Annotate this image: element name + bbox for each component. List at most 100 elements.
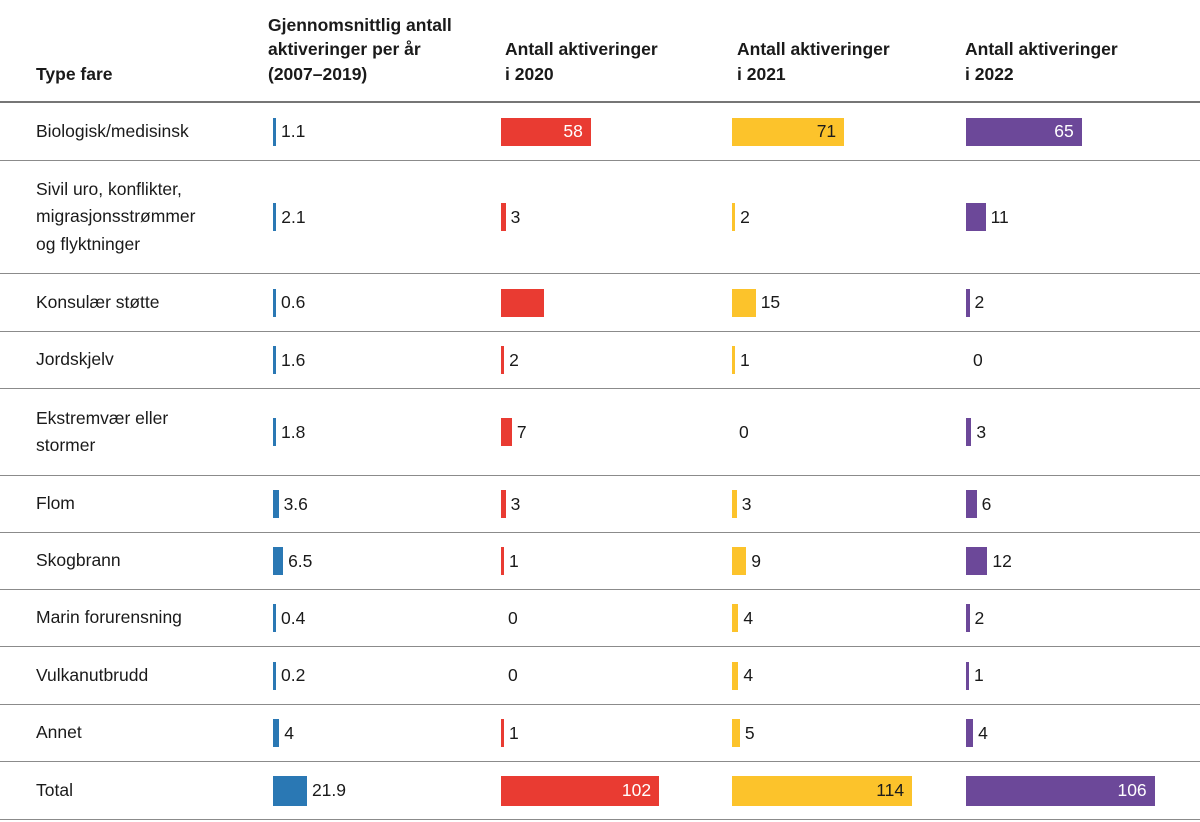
bar-cell-y2021: 9: [731, 533, 965, 589]
bar-value-label: 3: [976, 421, 987, 442]
bar-cell-avg: 0.6: [268, 274, 500, 331]
table-row: Marin forurensning 0.4 0 4 2: [0, 590, 1200, 647]
bar-cell-avg: 0.2: [268, 647, 500, 704]
table-row-total: Total 21.9 102 114 106: [0, 762, 1200, 820]
bar-y2022: [966, 547, 988, 575]
bar-cell-y2022: 2: [965, 274, 1200, 331]
bar-avg: [273, 418, 276, 446]
bar-value-label: 2: [974, 607, 985, 628]
table-header: Type fare Gjennomsnittlig antall aktiver…: [0, 0, 1200, 103]
bar-y2022: [966, 604, 970, 632]
bar-avg: [273, 661, 276, 690]
bar-value-label: 15: [760, 292, 781, 312]
row-label: Ekstremvær eller stormer: [36, 407, 169, 455]
bar-value-label: 0.2: [281, 665, 306, 685]
bar-y2020: [501, 547, 504, 575]
bar-cell-y2020: 102: [500, 762, 731, 819]
bar-avg: [273, 288, 276, 317]
bar-value-label: 2: [740, 206, 750, 227]
row-label: Vulkanutbrudd: [36, 664, 149, 685]
column-header-2020: Antall aktiveringer i 2020: [505, 39, 658, 84]
bar-cell-avg: 3.6: [268, 476, 500, 532]
row-label: Skogbrann: [36, 550, 121, 571]
bar-avg: [273, 490, 279, 518]
bar-value-label: 0: [739, 421, 749, 442]
row-label: Jordskjelv: [36, 349, 114, 370]
bar-cell-avg: 0.4: [268, 590, 500, 646]
bar-y2021: [732, 547, 747, 575]
bar-y2022: [966, 288, 970, 317]
bar-value-label: 12: [992, 550, 1012, 571]
bar-cell-y2022: 12: [965, 533, 1200, 589]
bar-value-label: 0: [508, 665, 518, 685]
bar-value-label: 5: [744, 722, 755, 743]
table-row: Skogbrann 6.5 1 9 12: [0, 533, 1200, 590]
bar-y2021: [732, 490, 737, 518]
bar-avg: [273, 346, 276, 374]
bar-value-label: 1: [509, 722, 519, 743]
bar-avg: [273, 117, 276, 146]
bar-value-label: 3: [741, 493, 752, 514]
bar-value-label: 6: [981, 493, 992, 514]
bar-cell-y2021: 4: [731, 647, 965, 704]
bar-y2020: [501, 719, 504, 747]
bar-value-label: 1.1: [281, 121, 306, 141]
table-row: Jordskjelv 1.6 2 1 0: [0, 332, 1200, 389]
bar-y2020: 102: [501, 775, 660, 806]
bar-y2021: [732, 346, 735, 374]
bar-cell-avg: 6.5: [268, 533, 500, 589]
bar-cell-y2022: 6: [965, 476, 1200, 532]
bar-value-label: 1: [509, 550, 519, 571]
bar-cell-y2020: 58: [500, 103, 731, 160]
bar-value-label: 11: [990, 206, 1009, 227]
bar-y2021: [732, 203, 736, 231]
bar-value-label: 2: [509, 349, 519, 370]
bar-value-label: 1: [740, 349, 750, 370]
bar-cell-avg: 21.9: [268, 762, 500, 819]
row-label: Sivil uro, konflikter, migrasjonsstrømme…: [36, 179, 196, 254]
bar-cell-y2021: 4: [731, 590, 965, 646]
row-label: Konsulær støtte: [36, 291, 160, 312]
bar-cell-y2020: 7: [500, 389, 731, 475]
bar-cell-y2020: 2: [500, 332, 731, 388]
bar-cell-y2021: 0: [731, 389, 965, 475]
bar-cell-avg: 1.6: [268, 332, 500, 388]
bar-y2022: [966, 719, 974, 747]
column-header-2021: Antall aktiveringer i 2021: [737, 39, 890, 84]
bar-y2020: [501, 288, 545, 317]
table-body: Biologisk/medisinsk 1.1 58 71 65 Sivil uro, k…: [0, 103, 1200, 820]
bar-cell-y2022: 0: [965, 332, 1200, 388]
table-row: Biologisk/medisinsk 1.1 58 71 65: [0, 103, 1200, 161]
bar-cell-y2022: 65: [965, 103, 1200, 160]
bar-value-label: 3: [510, 206, 521, 227]
bar-y2020: [501, 203, 506, 231]
table-row: Vulkanutbrudd 0.2 0 4 1: [0, 647, 1200, 705]
bar-value-label: 0: [973, 349, 983, 370]
bar-cell-y2020: 0: [500, 647, 731, 704]
bar-cell-y2022: 106: [965, 762, 1200, 819]
bar-avg: [273, 775, 307, 806]
row-label: Flom: [36, 493, 75, 514]
bar-value-label: 0.4: [281, 607, 306, 628]
bar-y2020: [501, 346, 505, 374]
table-row: Annet 4 1 5 4: [0, 705, 1200, 762]
bar-value-label: 4: [743, 665, 754, 685]
bar-cell-avg: 2.1: [268, 161, 500, 273]
bar-value-label: 6.5: [288, 550, 313, 571]
bar-cell-y2021: 1: [731, 332, 965, 388]
bar-cell-avg: 1.8: [268, 389, 500, 475]
bar-cell-y2021: 114: [731, 762, 965, 819]
bar-y2021: 114: [732, 775, 913, 806]
bar-value-label: 7: [516, 421, 527, 442]
bar-y2021: [732, 661, 739, 690]
bar-value-label: 21.9: [311, 780, 346, 800]
row-label: Marin forurensning: [36, 607, 182, 628]
bar-y2020: 58: [501, 117, 591, 146]
bar-cell-y2021: 2: [731, 161, 965, 273]
bar-cell-y2022: 11: [965, 161, 1200, 273]
bar-value-label: 1.6: [281, 349, 306, 370]
column-header-avg-2007-2019: Gjennomsnittlig antall aktiveringer per …: [268, 14, 452, 84]
bar-y2021: [732, 604, 739, 632]
bar-cell-y2022: 3: [965, 389, 1200, 475]
